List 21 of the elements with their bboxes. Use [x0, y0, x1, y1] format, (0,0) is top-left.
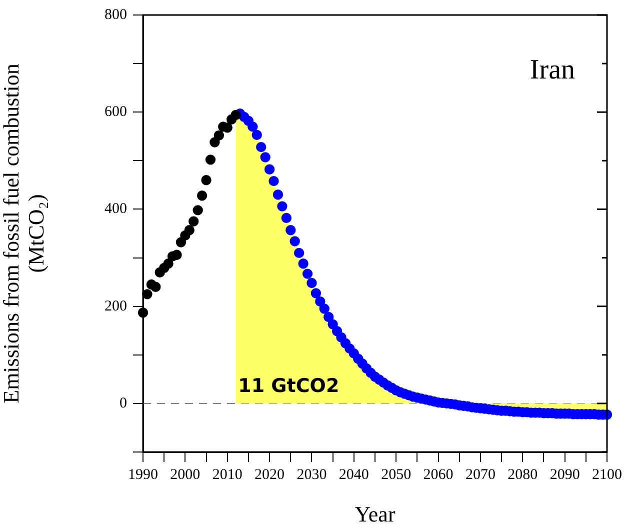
x-tick-label: 2010: [212, 466, 242, 483]
x-tick-label: 2050: [381, 466, 412, 483]
x-tick-label: 2060: [423, 466, 454, 483]
x-axis-title: Year: [354, 502, 396, 527]
x-tick-label: 2090: [550, 466, 580, 483]
y-axis-title: Emissions from fossil fuel combustion (MtCO₂): [0, 64, 49, 404]
x-tick-label: 1990: [128, 466, 158, 483]
y-tick-label: 600: [104, 104, 127, 120]
y-tick-label: 0: [120, 395, 127, 412]
y-tick-label: 400: [104, 201, 127, 218]
x-tick-label: 2070: [465, 466, 496, 483]
x-tick-label: 2020: [254, 466, 285, 483]
x-tick-label: 2080: [508, 466, 538, 483]
text: Iran: [530, 54, 575, 86]
x-tick-label: 2000: [170, 466, 200, 483]
x-tick-label: 2030: [296, 466, 327, 483]
x-tick-label: 2040: [338, 466, 369, 483]
y-tick-label: 200: [104, 298, 127, 314]
annotation: 11 GtCO2: [238, 375, 340, 398]
x-tick-label: 2100: [592, 466, 622, 483]
y-tick-label: 800: [104, 6, 127, 23]
